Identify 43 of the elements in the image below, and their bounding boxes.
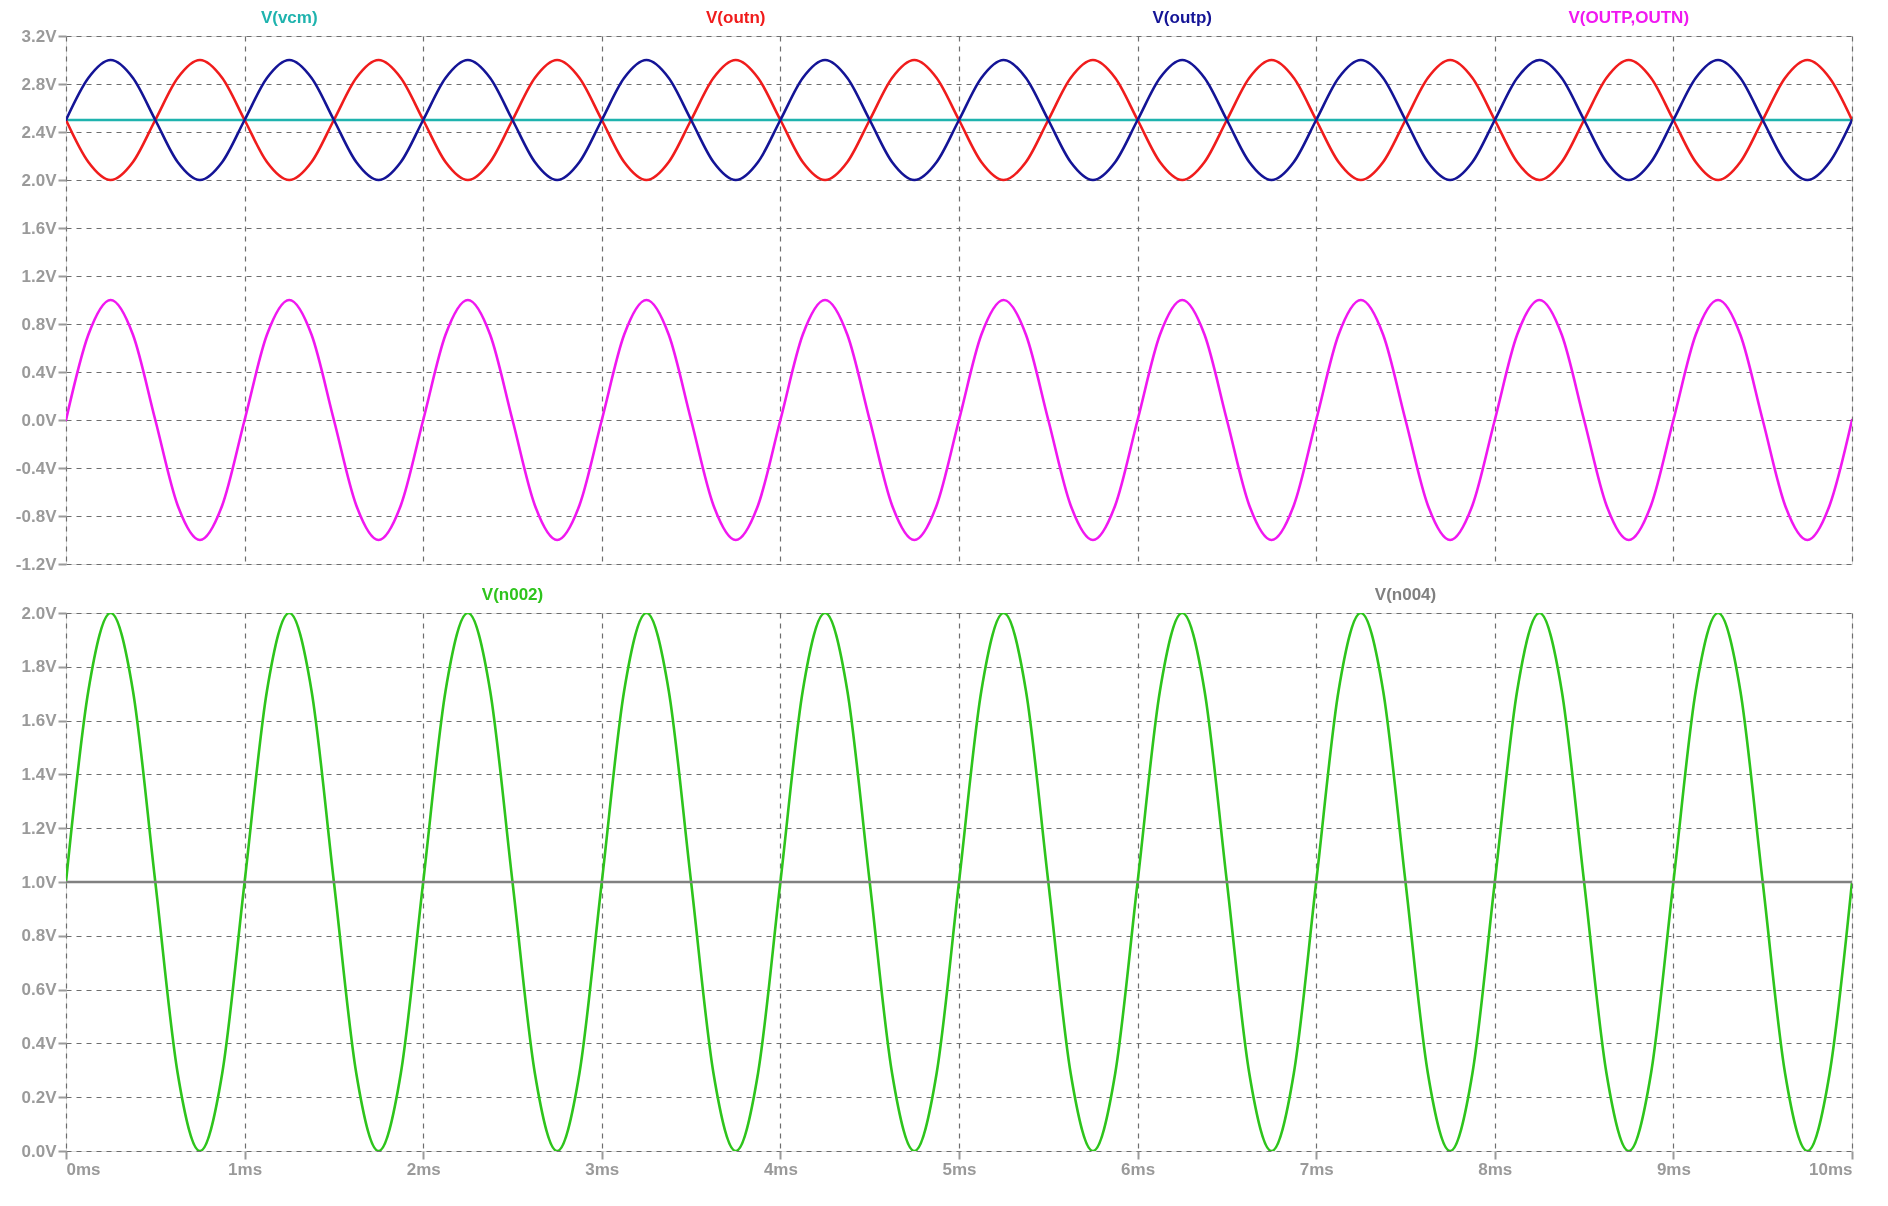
text: V(vcm) — [260, 8, 318, 27]
line-series — [66, 58, 1852, 182]
y-tick-label: 3.2V — [21, 26, 58, 46]
y-tick-label: 2.0V — [21, 603, 58, 623]
y-tick-label: 0.8V — [21, 926, 58, 946]
x-tick-label: 7ms — [1299, 1159, 1334, 1179]
y-tick-label: 0.4V — [21, 1033, 58, 1053]
x-tick-label: 5ms — [942, 1159, 977, 1179]
y-tick-label: 2.4V — [21, 122, 58, 142]
series-label: V(n002) — [481, 585, 544, 604]
text: V(outp) — [1152, 8, 1212, 27]
y-tick-label: 0.8V — [21, 314, 58, 334]
y-tick-label: 0.4V — [21, 362, 58, 382]
y-tick-label: 0.0V — [21, 410, 58, 430]
x-tick-label: 0ms — [66, 1159, 101, 1179]
y-tick-label: 2.0V — [21, 170, 58, 190]
text: V(OUTP,OUTN) — [1568, 8, 1690, 27]
x-tick-label: 2ms — [406, 1159, 441, 1179]
y-tick-label: 1.2V — [21, 266, 58, 286]
x-tick-label: 10ms — [1809, 1159, 1853, 1179]
y-tick-label: 0.0V — [21, 1141, 58, 1161]
x-tick-label: 1ms — [228, 1159, 263, 1179]
line-series — [66, 298, 1852, 542]
y-tick-label: -0.8V — [15, 506, 58, 526]
x-tick-label: 9ms — [1656, 1159, 1691, 1179]
y-tick-label: 1.6V — [21, 218, 58, 238]
x-tick-label: 8ms — [1478, 1159, 1513, 1179]
y-tick-label: 1.2V — [21, 818, 58, 838]
y-tick-label: 0.6V — [21, 980, 58, 1000]
y-tick-label: 2.8V — [21, 74, 58, 94]
y-tick-label: -0.4V — [15, 458, 58, 478]
y-tick-label: 1.8V — [21, 657, 58, 677]
y-tick-label: 0.2V — [21, 1087, 58, 1107]
line-series — [66, 613, 1852, 1151]
y-tick-label: 1.0V — [21, 872, 58, 892]
y-tick-label: 1.6V — [21, 711, 58, 731]
text: V(outn) — [706, 8, 766, 27]
x-tick-label: 3ms — [585, 1159, 620, 1179]
x-tick-label: 4ms — [763, 1159, 798, 1179]
x-tick-label: 6ms — [1121, 1159, 1156, 1179]
y-tick-label: 1.4V — [21, 764, 58, 784]
y-tick-label: -1.2V — [15, 554, 58, 574]
text: V(n004) — [1374, 585, 1437, 604]
